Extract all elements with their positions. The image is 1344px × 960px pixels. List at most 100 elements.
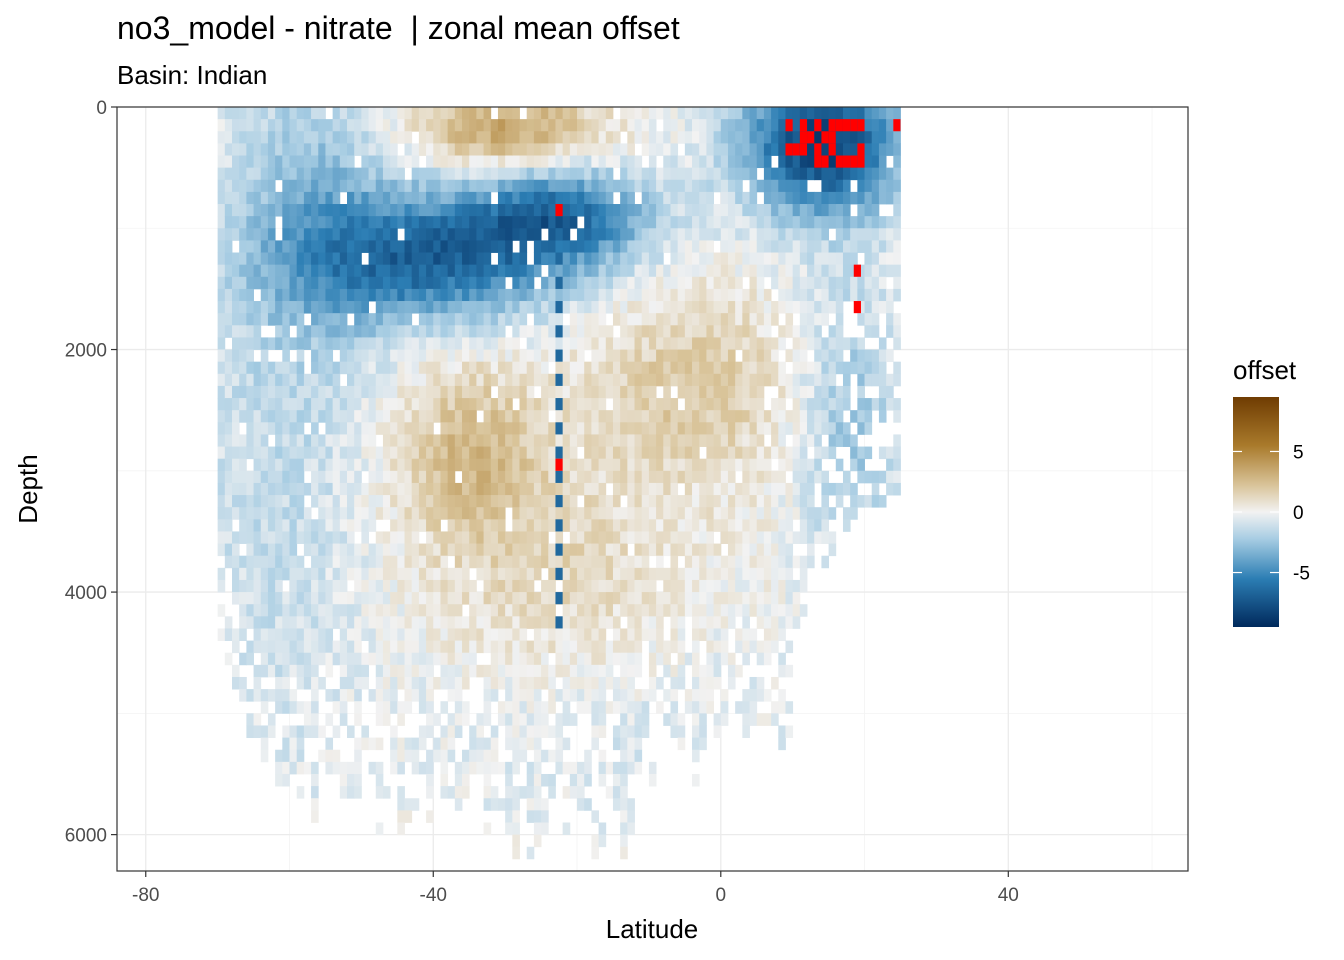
heatmap-cell (735, 204, 743, 217)
heatmap-cell (641, 519, 650, 532)
heatmap-cell (318, 301, 326, 314)
heatmap-cell (720, 507, 729, 520)
heatmap-cell (404, 410, 413, 423)
heatmap-cell (318, 398, 326, 411)
heatmap-cell (692, 361, 700, 375)
heatmap-cell (505, 252, 513, 266)
heatmap-cell (519, 119, 528, 132)
heatmap-cell (296, 482, 305, 496)
heatmap-cell (555, 567, 563, 580)
heatmap-cell (541, 422, 549, 435)
heatmap-cell (677, 131, 686, 144)
heatmap-cell (648, 616, 657, 629)
heatmap-cell (778, 301, 786, 314)
heatmap-cell (282, 482, 290, 496)
heatmap-cell (497, 107, 506, 120)
heatmap-cell (368, 131, 377, 144)
heatmap-cell (541, 167, 549, 181)
heatmap-cell (505, 131, 513, 144)
heatmap-cell (426, 592, 434, 605)
heatmap-cell (857, 179, 865, 193)
heatmap-cell (857, 373, 865, 387)
heatmap-cell (828, 361, 837, 375)
heatmap-cell (591, 652, 599, 666)
heatmap-cell (347, 664, 355, 678)
heatmap-cell (318, 337, 326, 350)
heatmap-cell (548, 495, 556, 508)
heatmap-cell (526, 288, 535, 302)
heatmap-cell (404, 543, 413, 557)
heatmap-cell (404, 482, 413, 496)
heatmap-cell (663, 592, 671, 605)
y-tick-label: 2000 (65, 341, 107, 362)
heatmap-cell (368, 361, 377, 375)
heatmap-cell (490, 749, 499, 763)
heatmap-cell (727, 264, 736, 278)
heatmap-cell (354, 119, 362, 132)
heatmap-cell (763, 191, 772, 205)
heatmap-cell (476, 640, 484, 654)
heatmap-cell (792, 458, 801, 472)
heatmap-cell (296, 252, 305, 266)
heatmap-cell (591, 701, 599, 714)
heatmap-cell (620, 119, 628, 132)
heatmap-cell (454, 191, 463, 205)
heatmap-cell (318, 167, 326, 181)
heatmap-cell (627, 361, 635, 375)
heatmap-cell (706, 373, 714, 387)
heatmap-cell (842, 519, 851, 532)
heatmap-cell (361, 143, 369, 156)
heatmap-cell (296, 288, 305, 302)
heatmap-cell (677, 385, 686, 399)
heatmap-cell (821, 373, 830, 387)
heatmap-cell (692, 228, 700, 241)
heatmap-cell (627, 398, 635, 411)
heatmap-cell (418, 446, 427, 460)
heatmap-cell (562, 579, 571, 593)
heatmap-cell (684, 592, 693, 605)
heatmap-cell (519, 640, 528, 654)
heatmap-cell (390, 664, 398, 678)
heatmap-cell (648, 446, 657, 460)
heatmap-cell (311, 385, 319, 399)
heatmap-cell (232, 664, 240, 678)
heatmap-cell (483, 507, 492, 520)
heatmap-cell (699, 701, 707, 714)
heatmap-cell (670, 288, 679, 302)
heatmap-cell (692, 191, 700, 205)
heatmap-cell (296, 470, 305, 484)
heatmap-cell (713, 398, 722, 411)
heatmap-cell (275, 519, 283, 532)
heatmap-cell (303, 155, 312, 169)
heatmap-cell (749, 325, 758, 338)
heatmap-cell (447, 325, 456, 338)
heatmap-cell (692, 337, 700, 350)
heatmap-cell (390, 725, 398, 739)
heatmap-cell (418, 470, 427, 484)
heatmap-cell (339, 786, 348, 799)
heatmap-cell (612, 228, 621, 241)
heatmap-cell (677, 216, 686, 229)
heatmap-cell (275, 252, 283, 266)
heatmap-cell (404, 264, 413, 278)
heatmap-cell (857, 458, 865, 472)
heatmap-cell (426, 446, 434, 460)
heatmap-cell (850, 482, 858, 496)
heatmap-cell (821, 143, 830, 156)
heatmap-cell (562, 604, 571, 617)
heatmap-cell (598, 179, 607, 193)
heatmap-cell (289, 470, 298, 484)
heatmap-cell (541, 288, 549, 302)
heatmap-cell (727, 349, 736, 363)
heatmap-cell (577, 373, 585, 387)
heatmap-cell (562, 398, 571, 411)
heatmap-cell (656, 495, 664, 508)
heatmap-cell (505, 822, 513, 836)
heatmap-cell (454, 507, 463, 520)
heatmap-cell (426, 640, 434, 654)
heatmap-cell (267, 470, 276, 484)
heatmap-cell (397, 567, 405, 581)
heatmap-cell (598, 543, 607, 557)
heatmap-cell (332, 313, 341, 326)
heatmap-cell (497, 616, 506, 629)
